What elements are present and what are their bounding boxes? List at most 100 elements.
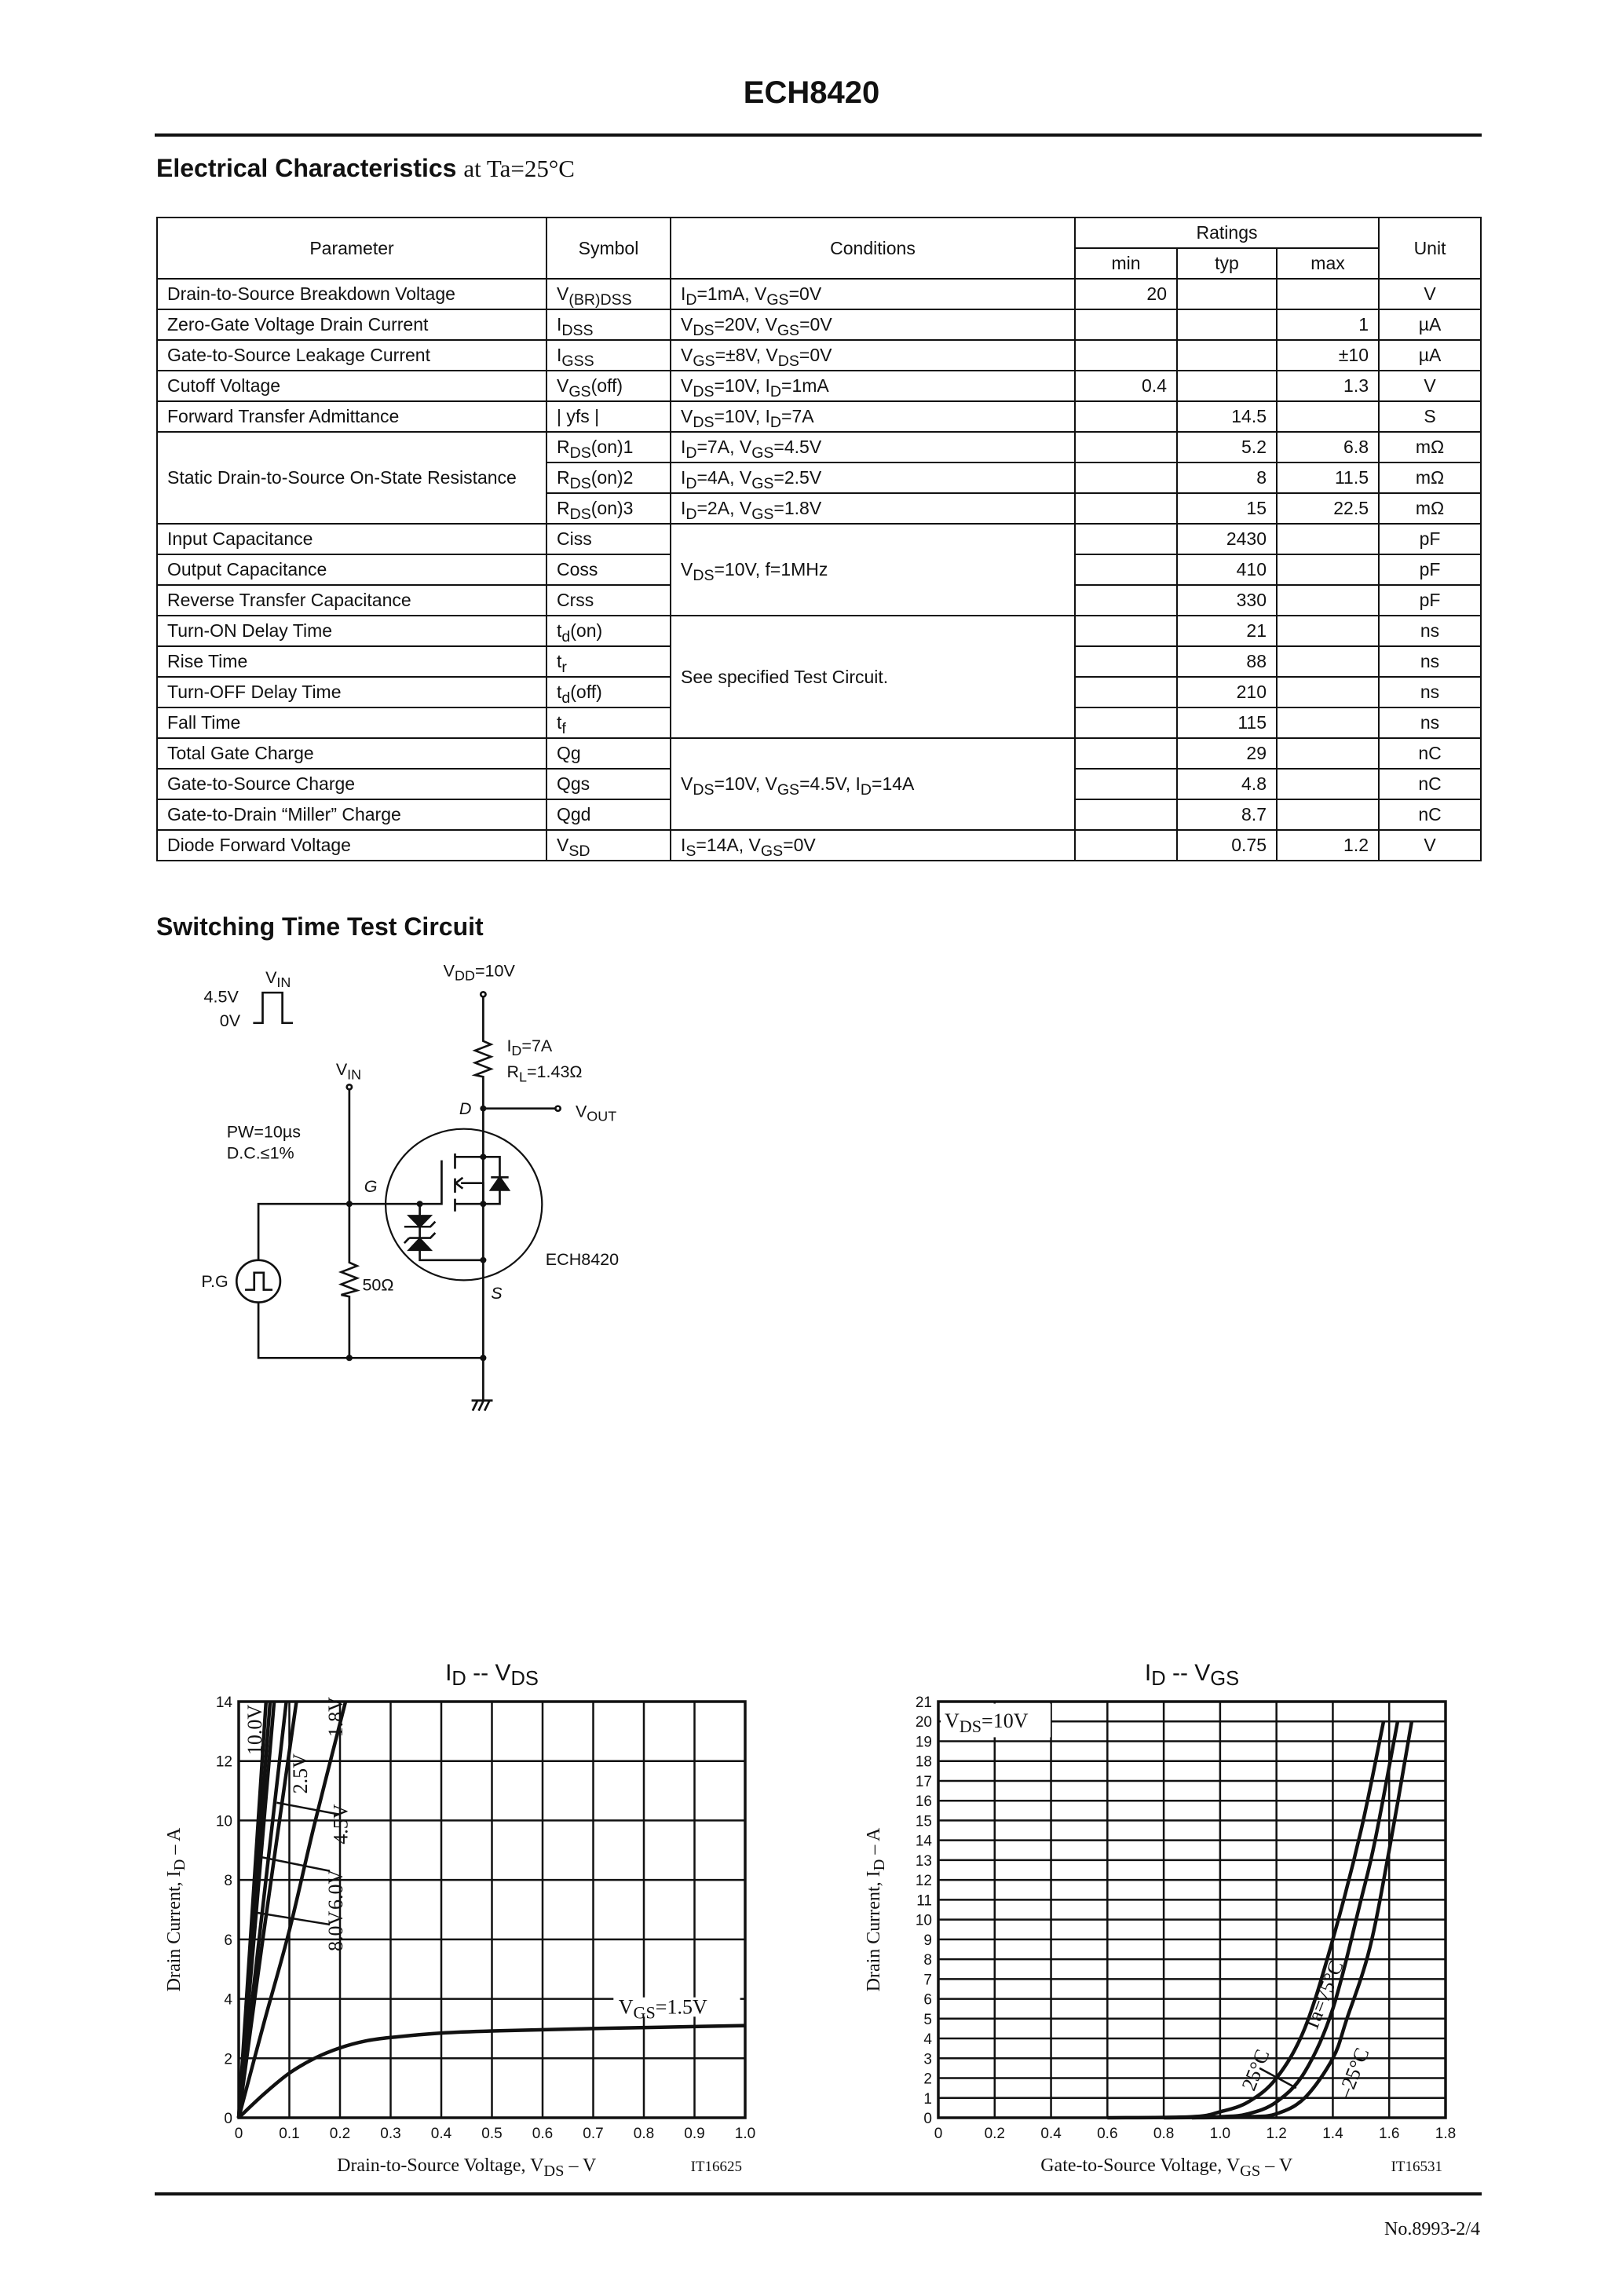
text: =4.5V, I	[799, 773, 861, 794]
text: =7A, V	[696, 437, 752, 457]
electrical-characteristics-table: Parameter Symbol Conditions Ratings Unit…	[156, 217, 1482, 861]
text: =1mA, V	[696, 283, 767, 304]
cell-min	[1074, 737, 1178, 770]
table-row: Forward Transfer Admittance | yfs | VDS=10…	[156, 400, 1482, 433]
cell-conditions: VDS=10V, ID=7A	[670, 400, 1076, 433]
cell-conditions: VGS=±8V, VDS=0V	[670, 339, 1076, 371]
text: V	[557, 835, 569, 855]
zener-diode-wire	[403, 1204, 484, 1262]
cell-min	[1074, 431, 1178, 463]
table-row: Zero-Gate Voltage Drain Current IDSS VDS=2…	[156, 309, 1482, 341]
text: – V	[1260, 2155, 1293, 2176]
cell-max	[1275, 278, 1380, 310]
y-tick-label: 6	[923, 1992, 932, 2009]
cell-symbol: Coss	[546, 554, 671, 586]
x-tick-label: 0.6	[532, 2126, 553, 2142]
cell-conditions: IS=14A, VGS=0V	[670, 829, 1076, 861]
text: --	[1166, 1660, 1195, 1686]
x-tick-label: 1.6	[1379, 2126, 1399, 2142]
y-tick-label: 21	[916, 1695, 932, 1711]
cell-conditions: VDS=20V, VGS=0V	[670, 309, 1076, 341]
cell-typ: 8.7	[1176, 799, 1278, 831]
subscript: DS	[693, 413, 715, 431]
cell-symbol: RDS(on)1	[546, 431, 671, 463]
cell-conditions: VDS=10V, f=1MHz	[670, 523, 1076, 616]
vin-label-top: VIN	[265, 969, 291, 990]
cell-min	[1074, 645, 1178, 678]
cell-max: 22.5	[1275, 492, 1380, 525]
x-tick-label: 0.4	[1040, 2126, 1062, 2142]
cell-unit: pF	[1378, 584, 1482, 616]
cell-typ: 410	[1176, 554, 1278, 586]
zener-diode-icon	[407, 1237, 433, 1252]
text: V	[681, 406, 693, 426]
x-tick-label: 0.7	[583, 2126, 603, 2142]
text: V	[681, 314, 693, 335]
cell-symbol: RDS(on)2	[546, 462, 671, 494]
cell-unit: S	[1378, 400, 1482, 433]
cell-min	[1074, 707, 1178, 739]
cell-unit: µA	[1378, 339, 1482, 371]
subscript: S	[685, 842, 696, 860]
col-header-min: min	[1074, 247, 1178, 280]
text: I	[557, 345, 562, 365]
pulse-low-label: 0V	[220, 1012, 241, 1030]
y-tick-label: 12	[916, 1873, 932, 1889]
cell-unit: ns	[1378, 615, 1482, 647]
text: =0V	[788, 283, 822, 304]
text: =2A, V	[696, 498, 752, 518]
vout-terminal	[554, 1105, 561, 1113]
y-tick-label: 19	[916, 1734, 932, 1750]
series-line	[236, 1701, 348, 2119]
text: I	[445, 1660, 451, 1686]
subscript: D	[685, 505, 697, 523]
text: =10V, I	[714, 406, 770, 426]
y-tick-label: 6	[224, 1932, 232, 1949]
subscript: d	[561, 627, 571, 645]
heading-text: Electrical Characteristics	[156, 154, 457, 182]
subscript: DS	[693, 382, 715, 400]
cell-min	[1074, 615, 1178, 647]
cell-typ: 2430	[1176, 523, 1278, 555]
col-header-typ: typ	[1176, 247, 1278, 280]
cell-conditions: VDS=10V, ID=1mA	[670, 370, 1076, 402]
y-tick-label: 15	[916, 1813, 932, 1830]
subscript: d	[561, 689, 571, 707]
cell-typ: 5.2	[1176, 431, 1278, 463]
text: See specified Test Circuit.	[681, 666, 889, 687]
y-tick-label: 13	[916, 1853, 932, 1870]
text: – A	[864, 1827, 884, 1859]
text: Gate-to-Source Voltage, V	[1040, 2155, 1241, 2176]
cell-typ: 8	[1176, 462, 1278, 494]
subscript: SD	[568, 842, 590, 860]
x-tick-label: 0.2	[330, 2126, 350, 2142]
subscript: D	[171, 1859, 188, 1871]
x-tick-label: 1.2	[1266, 2126, 1286, 2142]
cell-unit: pF	[1378, 554, 1482, 586]
subscript: DS	[543, 2163, 564, 2180]
cell-symbol: tf	[546, 707, 671, 739]
text: (on)	[570, 620, 603, 641]
label-background	[613, 1997, 740, 2017]
y-tick-label: 1	[923, 2091, 932, 2108]
y-tick-label: 2	[224, 2051, 232, 2067]
cell-unit: mΩ	[1378, 492, 1482, 525]
id-label: ID=7A	[506, 1037, 553, 1058]
text: =0V	[799, 345, 832, 365]
subscript: DS	[960, 1717, 981, 1736]
text: Qg	[557, 743, 581, 763]
generator-pulse-icon	[245, 1271, 273, 1291]
cell-min	[1074, 309, 1178, 341]
id-vgs-chart: 0 0.2 0.4 0.6 0.8 1.0 1.2 1.4 1.6 1.8012345678910…	[864, 1660, 1456, 2180]
x-tick-label: 0.4	[431, 2126, 452, 2142]
table-row: Drain-to-Source Breakdown Voltage V(BR)DS…	[156, 278, 1482, 310]
table-row: Reverse Transfer Capacitance Crss 330 pF	[156, 584, 1482, 616]
cell-typ: 4.8	[1176, 768, 1278, 800]
cell-typ: 115	[1176, 707, 1278, 739]
subscript: GS	[693, 352, 715, 370]
cell-unit: µA	[1378, 309, 1482, 341]
text: I	[681, 498, 686, 518]
chart-title: ID -- VGS	[1145, 1660, 1239, 1690]
leader-line	[1259, 2067, 1297, 2089]
text: t	[557, 620, 562, 641]
